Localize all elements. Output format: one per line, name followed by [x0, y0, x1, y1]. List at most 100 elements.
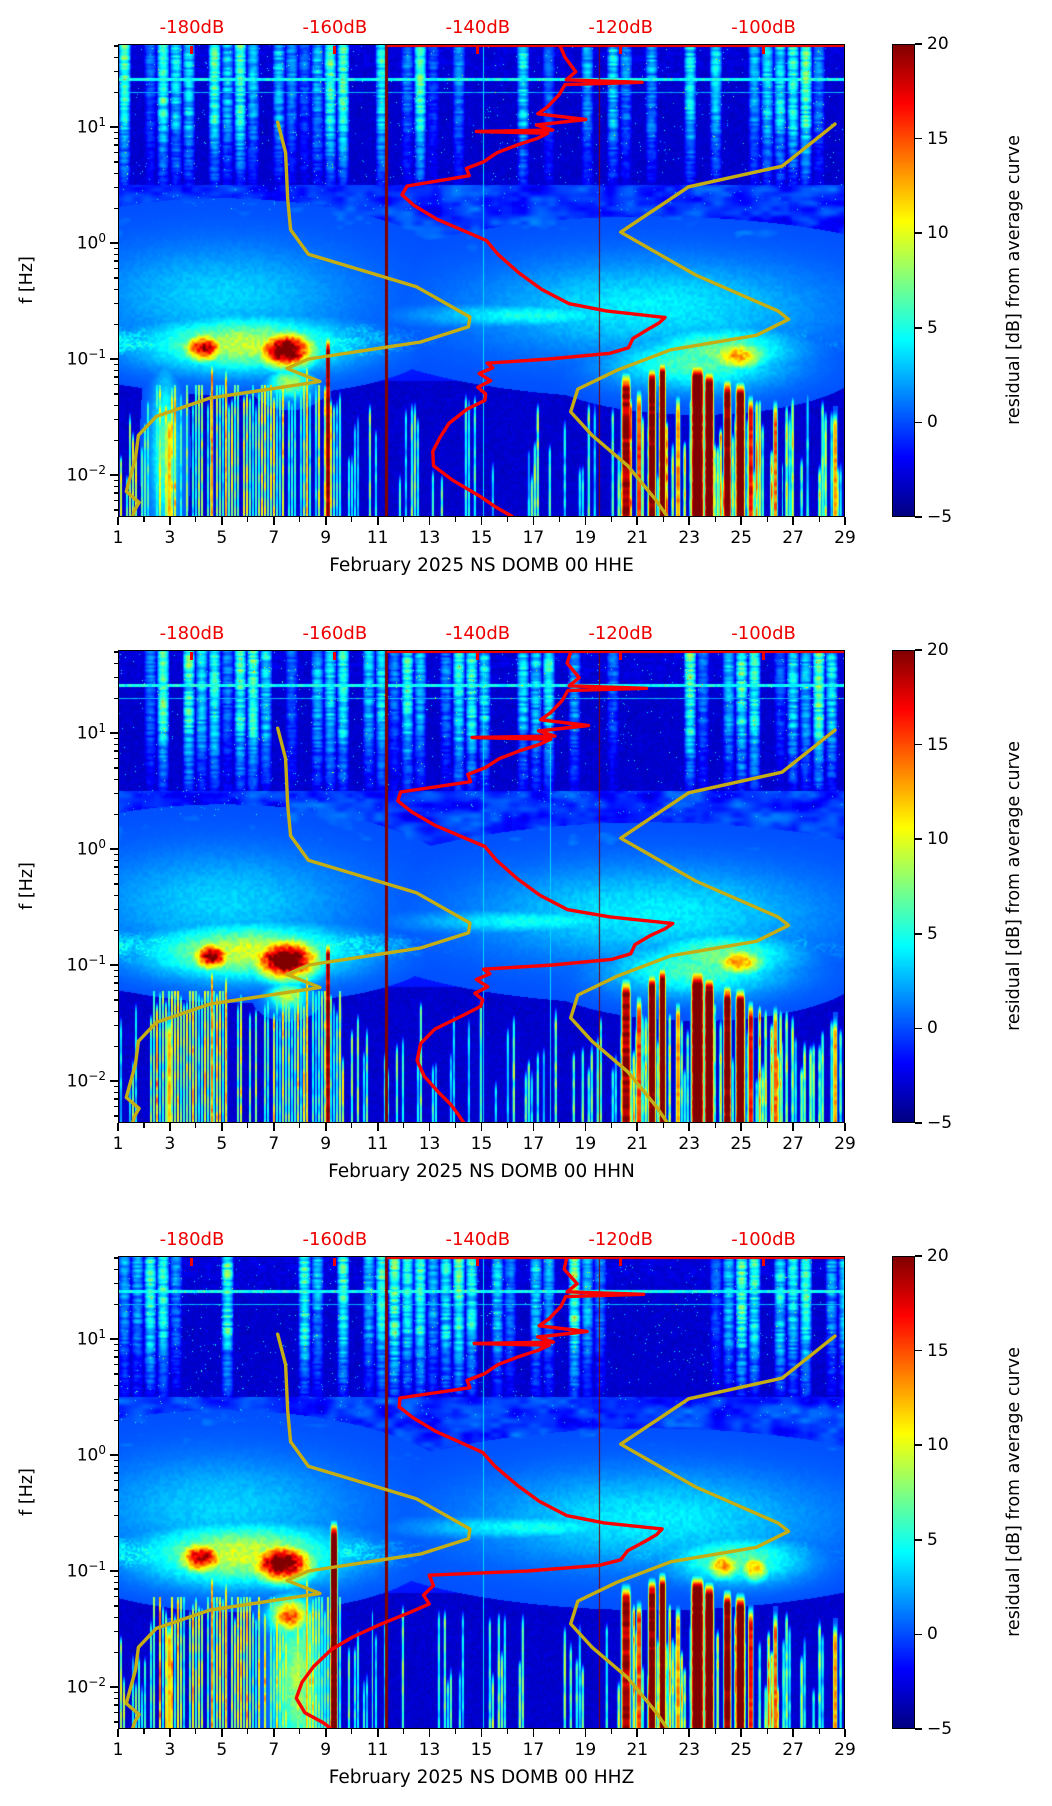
freq-minor-tick — [113, 277, 118, 279]
db-tick-label: -100dB — [731, 623, 796, 644]
freq-major-tick — [110, 1080, 118, 1082]
day-tick-label: 15 — [470, 528, 493, 548]
day-major-tick — [844, 1123, 846, 1131]
day-major-tick — [117, 1123, 119, 1131]
db-tick-hhn — [333, 651, 337, 660]
freq-tick-exponent: 1 — [98, 115, 106, 129]
day-tick-label: 13 — [418, 1134, 441, 1154]
nlnm-model-curve-hhe — [124, 120, 472, 517]
freq-minor-tick — [113, 376, 118, 378]
day-major-tick — [376, 517, 379, 525]
subplot-title-hhn: February 2025 NS DOMB 00 HHN — [328, 1161, 635, 1182]
db-tick-hhz — [333, 1257, 337, 1266]
day-minor-tick — [299, 1123, 301, 1128]
freq-tick-base: 10 — [66, 465, 89, 486]
colorbar-tick — [915, 743, 922, 746]
day-minor-tick — [506, 1729, 509, 1734]
freq-minor-tick — [113, 363, 118, 365]
day-tick-label: 29 — [834, 1134, 856, 1154]
day-minor-tick — [818, 517, 820, 522]
day-major-tick — [169, 1729, 171, 1737]
day-major-tick — [169, 1123, 171, 1131]
db-tick-hhe — [476, 45, 480, 54]
freq-tick-exponent: −2 — [88, 1675, 106, 1689]
day-major-tick — [169, 517, 171, 525]
freq-major-tick — [110, 474, 118, 476]
colorbar-tick-label: 0 — [927, 412, 938, 433]
freq-tick-label: 10−1 — [60, 1559, 106, 1582]
freq-minor-tick — [113, 71, 118, 73]
freq-tick-label: 10−2 — [60, 1675, 106, 1698]
day-major-tick — [117, 517, 119, 525]
day-major-tick — [324, 1729, 327, 1737]
freq-minor-tick — [113, 1472, 118, 1474]
day-tick-label: 7 — [268, 528, 280, 548]
colorbar-tick — [915, 516, 922, 518]
freq-tick-exponent: −2 — [88, 463, 106, 477]
db-tick-label: -140dB — [445, 17, 511, 38]
freq-minor-tick — [113, 1257, 118, 1259]
freq-major-tick — [110, 732, 118, 734]
day-tick-label: 5 — [216, 528, 228, 548]
freq-minor-tick — [113, 288, 118, 290]
freq-minor-tick — [113, 990, 118, 992]
day-tick-label: 25 — [730, 1740, 752, 1760]
freq-tick-base: 10 — [76, 233, 99, 254]
day-minor-tick — [143, 1729, 145, 1734]
day-tick-label: 29 — [834, 528, 856, 548]
freq-minor-tick — [113, 1283, 118, 1285]
day-tick-label: 1 — [112, 528, 124, 548]
freq-tick-label: 101 — [60, 115, 106, 138]
day-major-tick — [532, 1123, 535, 1131]
colorbar-tick — [915, 933, 922, 935]
db-tick-label: -100dB — [731, 1229, 796, 1250]
db-tick-hhe — [619, 45, 623, 54]
day-tick-label: 23 — [678, 1740, 701, 1760]
colorbar-gradient-hhz — [892, 1256, 915, 1729]
freq-minor-tick — [113, 982, 118, 984]
freq-minor-tick — [113, 247, 118, 249]
day-tick-label: 23 — [678, 528, 701, 548]
db-tick-hhz — [762, 1257, 766, 1266]
colorbar-tick — [915, 1539, 922, 1541]
day-tick-label: 5 — [216, 1740, 228, 1760]
day-tick-label: 25 — [730, 1134, 752, 1154]
freq-major-tick — [110, 126, 118, 128]
freq-minor-tick — [113, 743, 118, 745]
freq-minor-tick — [113, 260, 118, 262]
freq-tick-base: 10 — [76, 839, 99, 860]
db-tick-hhe — [762, 45, 766, 54]
day-minor-tick — [195, 1123, 197, 1128]
day-minor-tick — [455, 1123, 457, 1128]
freq-minor-tick — [113, 883, 118, 885]
freq-minor-tick — [113, 929, 118, 931]
day-tick-label: 23 — [678, 1134, 701, 1154]
colorbar-label-hhe: residual [dB] from average curve — [1004, 135, 1024, 425]
db-tick-label: -140dB — [445, 623, 511, 644]
day-tick-label: 27 — [782, 1740, 804, 1760]
colorbar-gradient-hhe — [892, 44, 915, 517]
freq-minor-tick — [113, 1721, 118, 1723]
freq-major-tick — [110, 242, 118, 244]
day-minor-tick — [143, 517, 145, 522]
freq-major-tick — [110, 964, 118, 966]
freq-minor-tick — [113, 1343, 118, 1345]
day-major-tick — [376, 1123, 379, 1131]
day-major-tick — [792, 1123, 794, 1131]
colorbar-tick-label: 5 — [927, 1529, 938, 1550]
db-tick-label: -160dB — [302, 1229, 368, 1250]
day-tick-label: 17 — [522, 528, 545, 548]
day-minor-tick — [351, 517, 353, 522]
colorbar-tick-label: 15 — [927, 128, 949, 149]
freq-tick-exponent: −1 — [88, 953, 106, 967]
db-tick-label: -160dB — [302, 623, 368, 644]
freq-minor-tick — [113, 737, 118, 739]
day-major-tick — [221, 1729, 223, 1737]
day-major-tick — [740, 517, 743, 525]
freq-minor-tick — [113, 1098, 118, 1100]
freq-minor-tick — [113, 1106, 118, 1108]
day-tick-label: 13 — [418, 528, 441, 548]
freq-minor-tick — [113, 56, 118, 58]
freq-minor-tick — [113, 859, 118, 861]
freq-minor-tick — [113, 393, 118, 395]
